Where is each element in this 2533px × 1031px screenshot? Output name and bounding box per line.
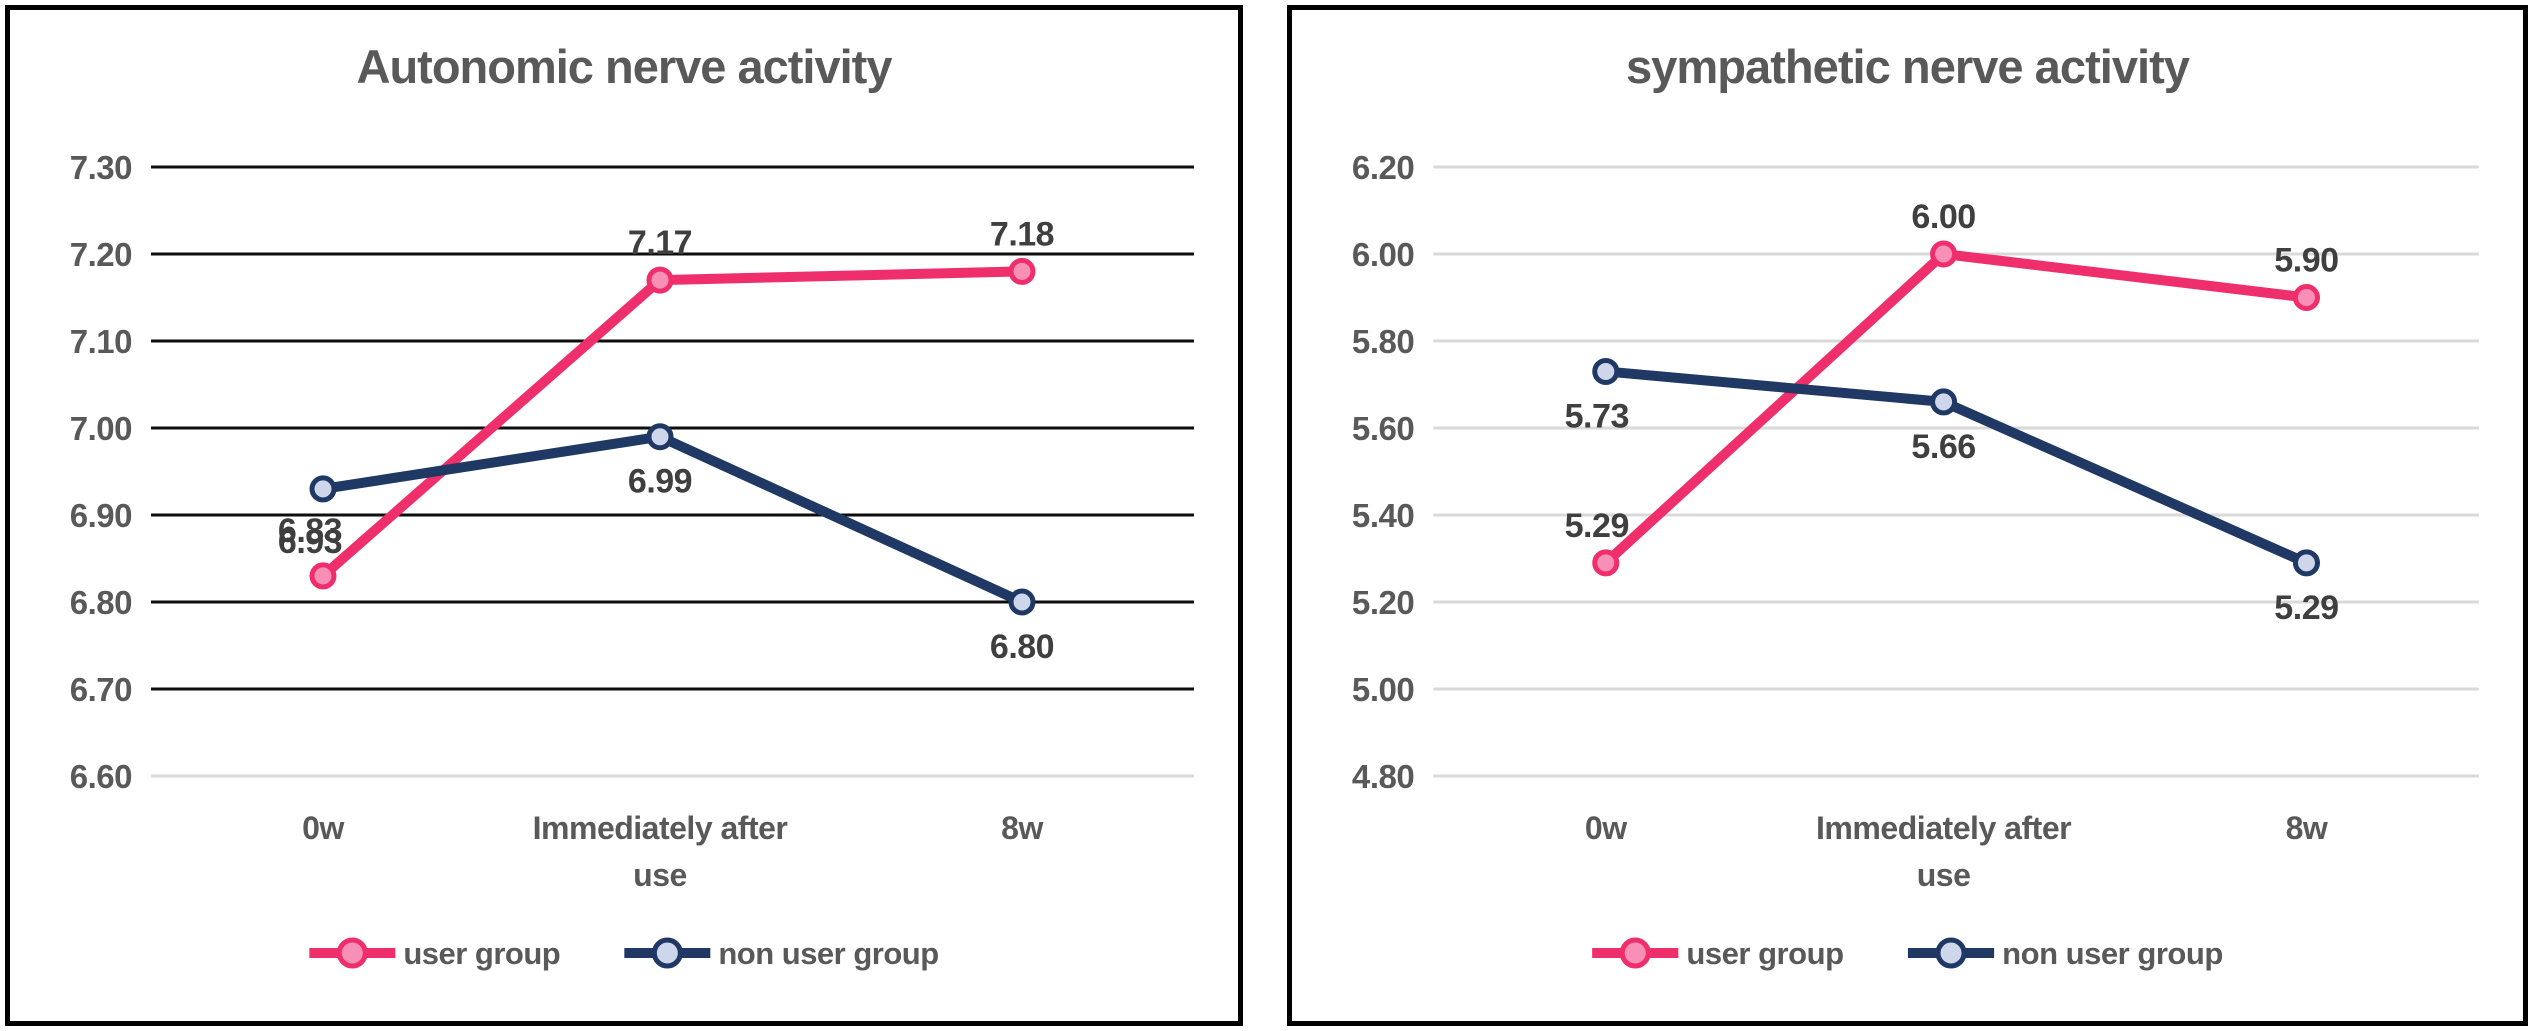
legend-label: user group: [1686, 936, 1843, 971]
y-tick-label: 5.40: [1352, 498, 1414, 535]
category-label: Immediately after: [533, 810, 788, 846]
y-tick-label: 6.90: [70, 497, 132, 534]
data-label: 5.29: [1565, 507, 1629, 545]
sympathetic-chart-svg: sympathetic nerve activity 6.20 6.00 5.80 5.…: [1287, 5, 2528, 1026]
y-tick-label: 6.00: [1352, 237, 1414, 274]
category-label: use: [633, 857, 687, 893]
legend: user group non user group: [309, 936, 939, 971]
y-tick-label: 7.00: [70, 410, 132, 447]
legend: user group non user group: [1592, 936, 2223, 971]
chart-title: Autonomic nerve activity: [357, 40, 893, 93]
data-label: 7.18: [990, 215, 1054, 253]
data-label: 6.83: [278, 512, 342, 550]
legend-label: non user group: [718, 936, 938, 971]
data-label: 5.90: [2274, 242, 2338, 280]
data-point-marker: [1008, 257, 1036, 285]
y-tick-label: 5.80: [1352, 324, 1414, 361]
legend-item-user-group: user group: [309, 936, 561, 971]
data-point-marker: [309, 475, 337, 503]
y-tick-label: 7.30: [70, 149, 132, 186]
legend-swatch-marker: [1935, 937, 1967, 969]
data-point-marker: [2292, 284, 2320, 311]
y-tick-label: 5.20: [1352, 585, 1414, 622]
data-point-marker: [646, 423, 674, 451]
data-label: 5.66: [1911, 428, 1975, 466]
legend-label: non user group: [2002, 936, 2223, 971]
category-label: 0w: [1585, 810, 1627, 846]
legend-swatch-marker: [336, 937, 368, 969]
data-label: 7.17: [628, 224, 692, 262]
chart-panel-sympathetic: sympathetic nerve activity 6.20 6.00 5.80 5.…: [1287, 5, 2528, 1026]
data-label: 5.73: [1565, 397, 1629, 435]
chart-panel-autonomic: Autonomic nerve activity 7.30 7.20 7.10 7.00…: [5, 5, 1243, 1026]
data-label: 6.99: [628, 463, 692, 501]
data-point-marker: [1592, 357, 1620, 385]
legend-swatch-marker: [1619, 937, 1651, 969]
autonomic-chart-svg: Autonomic nerve activity 7.30 7.20 7.10 7.00…: [5, 5, 1243, 1026]
data-label: 5.29: [2274, 589, 2338, 627]
legend-label: user group: [403, 936, 560, 971]
y-tick-label: 6.60: [70, 758, 132, 795]
data-point-marker: [1008, 588, 1036, 616]
legend-swatch-marker: [651, 937, 683, 969]
category-label: use: [1917, 857, 1971, 893]
y-tick-label: 4.80: [1352, 759, 1414, 796]
data-point-marker: [309, 562, 337, 590]
legend-item-user-group: user group: [1592, 936, 1844, 971]
category-label: 8w: [2286, 810, 2328, 846]
y-tick-label: 5.00: [1352, 672, 1414, 709]
data-point-marker: [1592, 549, 1620, 577]
data-label: 6.80: [990, 628, 1054, 666]
data-label: 6.93: [278, 523, 342, 561]
y-tick-label: 5.60: [1352, 411, 1414, 448]
legend-item-non-user-group: non user group: [624, 936, 939, 971]
y-tick-label: 7.20: [70, 236, 132, 273]
data-point-marker: [646, 266, 674, 294]
category-label: 8w: [1001, 810, 1043, 846]
y-tick-label: 6.80: [70, 584, 132, 621]
y-tick-label: 6.70: [70, 671, 132, 708]
y-tick-label: 7.10: [70, 323, 132, 360]
legend-item-non-user-group: non user group: [1907, 936, 2223, 971]
data-point-marker: [1930, 240, 1958, 268]
data-point-marker: [2292, 549, 2320, 577]
data-point-marker: [1930, 388, 1958, 416]
chart-title: sympathetic nerve activity: [1626, 40, 2190, 93]
category-label: 0w: [302, 810, 344, 846]
data-label: 6.00: [1911, 198, 1975, 236]
y-tick-label: 6.20: [1352, 150, 1414, 187]
category-label: Immediately after: [1816, 810, 2071, 846]
